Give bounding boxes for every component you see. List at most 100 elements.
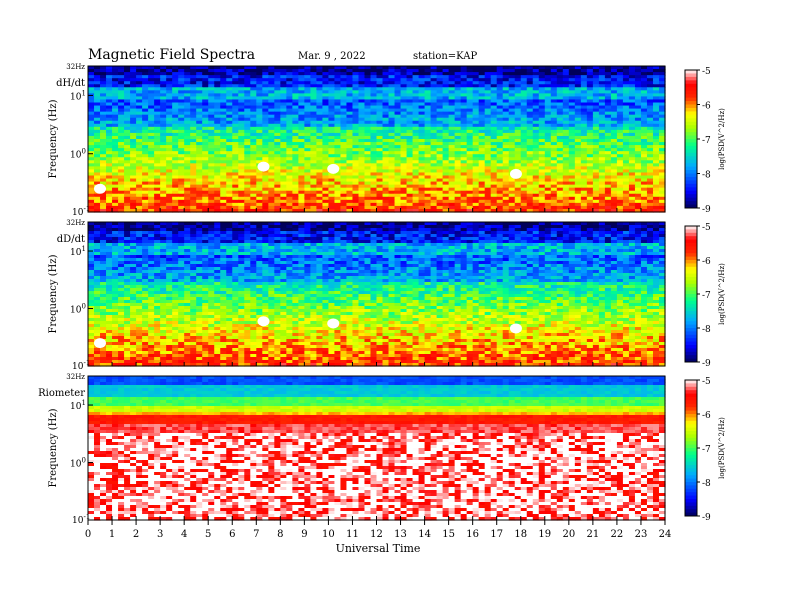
spectrogram-cell — [136, 90, 143, 94]
spectrogram-cell — [538, 90, 546, 94]
spectrogram-cell — [454, 108, 462, 113]
spectrogram-cell — [280, 117, 287, 122]
spectrogram-cell — [208, 66, 215, 70]
spectrogram-cell — [352, 78, 360, 82]
spectrogram-cell — [226, 126, 233, 131]
spectrogram-cell — [322, 114, 330, 119]
spectrogram-cell — [364, 84, 372, 88]
spectrogram-cell — [160, 123, 167, 128]
spectrogram-cell — [478, 90, 486, 94]
spectrogram-cell — [142, 105, 149, 110]
spectrogram-cell — [610, 78, 618, 82]
figure-title: Magnetic Field Spectra — [88, 47, 255, 63]
spectrogram-cell — [616, 108, 624, 113]
spectrogram-cell — [364, 114, 372, 119]
spectrogram-cell — [424, 99, 432, 104]
spectrogram-cell — [424, 90, 432, 94]
spectrogram-cell — [430, 111, 438, 116]
spectrogram-cell — [214, 126, 221, 131]
spectrogram-cell — [484, 114, 492, 119]
spectrogram-cell — [460, 93, 468, 98]
spectrogram-cell — [466, 126, 474, 131]
spectrogram-cell — [250, 84, 257, 88]
spectrogram-cell — [466, 105, 474, 110]
spectrogram-cell — [454, 126, 462, 131]
spectrogram-cell — [496, 66, 504, 70]
spectrogram-cell — [544, 78, 552, 82]
spectrogram-cell — [346, 111, 354, 116]
spectrogram-cell — [562, 72, 570, 76]
spectrogram-cell — [592, 117, 600, 122]
spectrogram-cell — [268, 87, 275, 91]
spectrogram-cell — [508, 96, 516, 101]
spectrogram-cell — [532, 87, 540, 91]
spectrogram-cell — [586, 75, 594, 79]
spectrogram-cell — [226, 78, 233, 82]
spectrogram-cell — [532, 105, 540, 110]
spectrogram-cell — [514, 105, 522, 110]
spectrogram-cell — [160, 96, 167, 101]
spectrogram-cell — [196, 66, 203, 70]
spectrogram-cell — [148, 78, 155, 82]
spectrogram-cell — [394, 96, 402, 101]
spectrogram-cell — [502, 69, 510, 73]
spectrogram-cell — [622, 108, 630, 113]
spectrogram-cell — [274, 93, 281, 98]
spectrogram-cell — [394, 69, 402, 73]
spectrogram-cell — [256, 117, 263, 122]
spectrogram-cell — [160, 114, 167, 119]
spectrogram-cell — [586, 114, 594, 119]
spectrogram-cell — [310, 72, 317, 76]
spectrogram-cell — [400, 87, 408, 91]
spectrogram-cell — [238, 81, 245, 85]
spectrogram-cell — [184, 102, 191, 107]
spectrogram-cell — [652, 66, 660, 70]
spectrogram-cell — [298, 78, 305, 82]
spectrogram-cell — [598, 69, 606, 73]
spectrogram-cell — [286, 75, 293, 79]
spectrogram-cell — [568, 96, 576, 101]
spectrogram-cell — [550, 78, 558, 82]
spectrogram-cell — [106, 66, 113, 70]
spectrogram-cell — [130, 105, 137, 110]
spectrogram-cell — [586, 90, 594, 94]
spectrogram-cell — [628, 120, 636, 125]
colorbar-cell — [685, 80, 697, 85]
spectrogram-cell — [118, 75, 125, 79]
spectrogram-cell — [388, 123, 396, 128]
colorbar-cell — [685, 142, 697, 147]
spectrogram-cell — [478, 78, 486, 82]
spectrogram-cell — [238, 69, 245, 73]
spectrogram-cell — [244, 87, 251, 91]
spectrogram-cell — [118, 108, 125, 113]
spectrogram-cell — [346, 69, 354, 73]
spectrogram-cell — [124, 93, 131, 98]
spectrogram-cell — [328, 126, 336, 131]
spectrogram-cell — [436, 102, 444, 107]
spectrogram-cell — [394, 120, 402, 125]
spectrogram-cell — [136, 69, 143, 73]
spectrogram-cell — [472, 66, 480, 70]
spectrogram-cell — [280, 123, 287, 128]
spectrogram-cell — [160, 117, 167, 122]
spectrogram-cell — [166, 93, 173, 98]
spectrogram-cell — [112, 126, 119, 131]
spectrogram-cell — [286, 108, 293, 113]
spectrogram-cell — [208, 117, 215, 122]
spectrogram-cell — [250, 111, 257, 116]
spectrogram-cell — [520, 126, 528, 131]
spectrogram-cell — [412, 84, 420, 88]
spectrogram-cell — [334, 108, 342, 113]
spectrogram-cell — [502, 123, 510, 128]
spectrogram-cell — [466, 108, 474, 113]
spectrogram-cell — [442, 81, 450, 85]
spectrogram-cell — [178, 90, 185, 94]
spectrogram-cell — [478, 123, 486, 128]
spectrogram-cell — [130, 111, 137, 116]
spectrogram-cell — [406, 93, 414, 98]
spectrogram-cell — [268, 81, 275, 85]
spectrogram-cell — [490, 108, 498, 113]
spectrogram-cell — [496, 72, 504, 76]
colorbar-cell — [685, 104, 697, 109]
spectrogram-cell — [394, 72, 402, 76]
